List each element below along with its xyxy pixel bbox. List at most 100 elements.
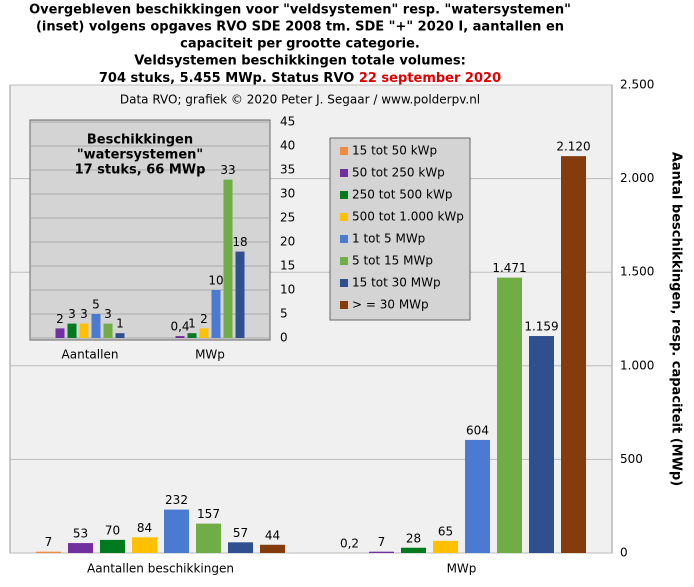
y-tick-label: 2.000 xyxy=(620,171,654,185)
data-label: 1 xyxy=(116,317,124,331)
bar xyxy=(176,336,185,338)
chart-title: "watersystemen" xyxy=(77,148,203,163)
y-tick-label: 0 xyxy=(620,546,628,560)
bar xyxy=(80,324,89,338)
y-tick-label: 2.500 xyxy=(620,78,654,92)
data-label: 18 xyxy=(232,235,247,249)
y-axis-label: Aantal beschikkingen, resp. capaciteit (… xyxy=(669,152,684,486)
data-label: 604 xyxy=(466,423,489,437)
x-tick-label: MWp xyxy=(447,562,477,576)
subtitle: Data RVO; grafiek © 2020 Peter J. Segaar… xyxy=(120,93,480,107)
legend-label: 15 tot 30 MWp xyxy=(352,276,441,290)
data-label: 3 xyxy=(104,307,112,321)
bar xyxy=(100,540,125,553)
chart-title: capaciteit per grootte categorie. xyxy=(180,37,420,52)
legend-label: 1 tot 5 MWp xyxy=(352,232,425,246)
bar xyxy=(68,543,93,553)
legend-label: 50 tot 250 kWp xyxy=(352,166,445,180)
bar xyxy=(224,180,233,338)
y-tick-label: 0 xyxy=(280,331,288,345)
title-date: 22 september 2020 xyxy=(359,71,501,86)
bar xyxy=(433,541,458,553)
bar xyxy=(369,552,394,553)
bar xyxy=(465,440,490,553)
legend-swatch xyxy=(340,169,348,177)
bar xyxy=(36,552,61,553)
bar xyxy=(212,290,221,338)
bar xyxy=(92,314,101,338)
data-label: 84 xyxy=(137,521,152,535)
y-tick-label: 35 xyxy=(280,163,295,177)
data-label: 0,4 xyxy=(170,320,189,334)
chart-title: 17 stuks, 66 MWp xyxy=(75,163,206,178)
y-tick-label: 20 xyxy=(280,235,295,249)
legend-label: 15 tot 50 kWp xyxy=(352,144,437,158)
legend-swatch xyxy=(340,147,348,155)
legend-label: 250 tot 500 kWp xyxy=(352,188,452,202)
legend-label: 500 tot 1.000 kWp xyxy=(352,210,464,224)
data-label: 232 xyxy=(165,493,188,507)
chart-title: Overgebleven beschikkingen voor "veldsys… xyxy=(29,3,571,18)
y-tick-label: 10 xyxy=(280,283,295,297)
title-line: 704 stuks, 5.455 MWp. Status RVO 22 sept… xyxy=(99,71,501,86)
data-label: 10 xyxy=(208,274,223,288)
data-label: 1.159 xyxy=(524,320,558,334)
bar xyxy=(260,545,285,553)
y-tick-label: 1.500 xyxy=(620,265,654,279)
bar xyxy=(401,548,426,553)
y-tick-label: 30 xyxy=(280,187,295,201)
data-label: 53 xyxy=(73,527,88,541)
x-tick-label: MWp xyxy=(195,348,225,362)
bar xyxy=(497,278,522,553)
data-label: 2.120 xyxy=(556,140,590,154)
data-label: 65 xyxy=(438,524,453,538)
legend-label: > = 30 MWp xyxy=(352,298,429,312)
chart-title: (inset) volgens opgaves RVO SDE 2008 tm.… xyxy=(36,20,564,35)
data-label: 28 xyxy=(406,531,421,545)
data-label: 7 xyxy=(378,535,386,549)
data-label: 2 xyxy=(56,312,64,326)
legend-swatch xyxy=(340,257,348,265)
data-label: 2 xyxy=(200,312,208,326)
legend-label: 5 tot 15 MWp xyxy=(352,254,433,268)
bar xyxy=(188,333,197,338)
data-label: 0,2 xyxy=(340,536,359,550)
y-tick-label: 500 xyxy=(620,452,643,466)
data-label: 3 xyxy=(80,307,88,321)
data-label: 3 xyxy=(68,307,76,321)
bar xyxy=(68,324,77,338)
data-label: 5 xyxy=(92,298,100,312)
legend-swatch xyxy=(340,279,348,287)
data-label: 1 xyxy=(188,317,196,331)
data-label: 44 xyxy=(265,528,280,542)
legend-swatch xyxy=(340,213,348,221)
y-tick-label: 45 xyxy=(280,115,295,129)
data-label: 70 xyxy=(105,523,120,537)
legend-swatch xyxy=(340,191,348,199)
bar xyxy=(228,542,253,553)
data-label: 1.471 xyxy=(492,261,526,275)
y-tick-label: 1.000 xyxy=(620,358,654,372)
bar xyxy=(529,336,554,553)
chart-title: Beschikkingen xyxy=(87,133,193,148)
bar xyxy=(104,324,113,338)
y-tick-label: 25 xyxy=(280,211,295,225)
x-tick-label: Aantallen beschikkingen xyxy=(87,562,234,576)
bar xyxy=(561,156,586,553)
y-tick-label: 40 xyxy=(280,139,295,153)
legend-swatch xyxy=(340,235,348,243)
x-tick-label: Aantallen xyxy=(62,348,119,362)
chart-title: Veldsystemen beschikkingen totale volume… xyxy=(134,54,466,69)
legend-swatch xyxy=(340,301,348,309)
data-label: 33 xyxy=(220,163,235,177)
data-label: 57 xyxy=(233,526,248,540)
bar xyxy=(116,333,125,338)
y-tick-label: 5 xyxy=(280,307,288,321)
data-label: 7 xyxy=(45,535,53,549)
bar xyxy=(164,510,189,553)
bar xyxy=(200,328,209,338)
bar xyxy=(132,537,157,553)
y-tick-label: 15 xyxy=(280,259,295,273)
title-part: 704 stuks, 5.455 MWp. Status RVO xyxy=(99,71,359,86)
